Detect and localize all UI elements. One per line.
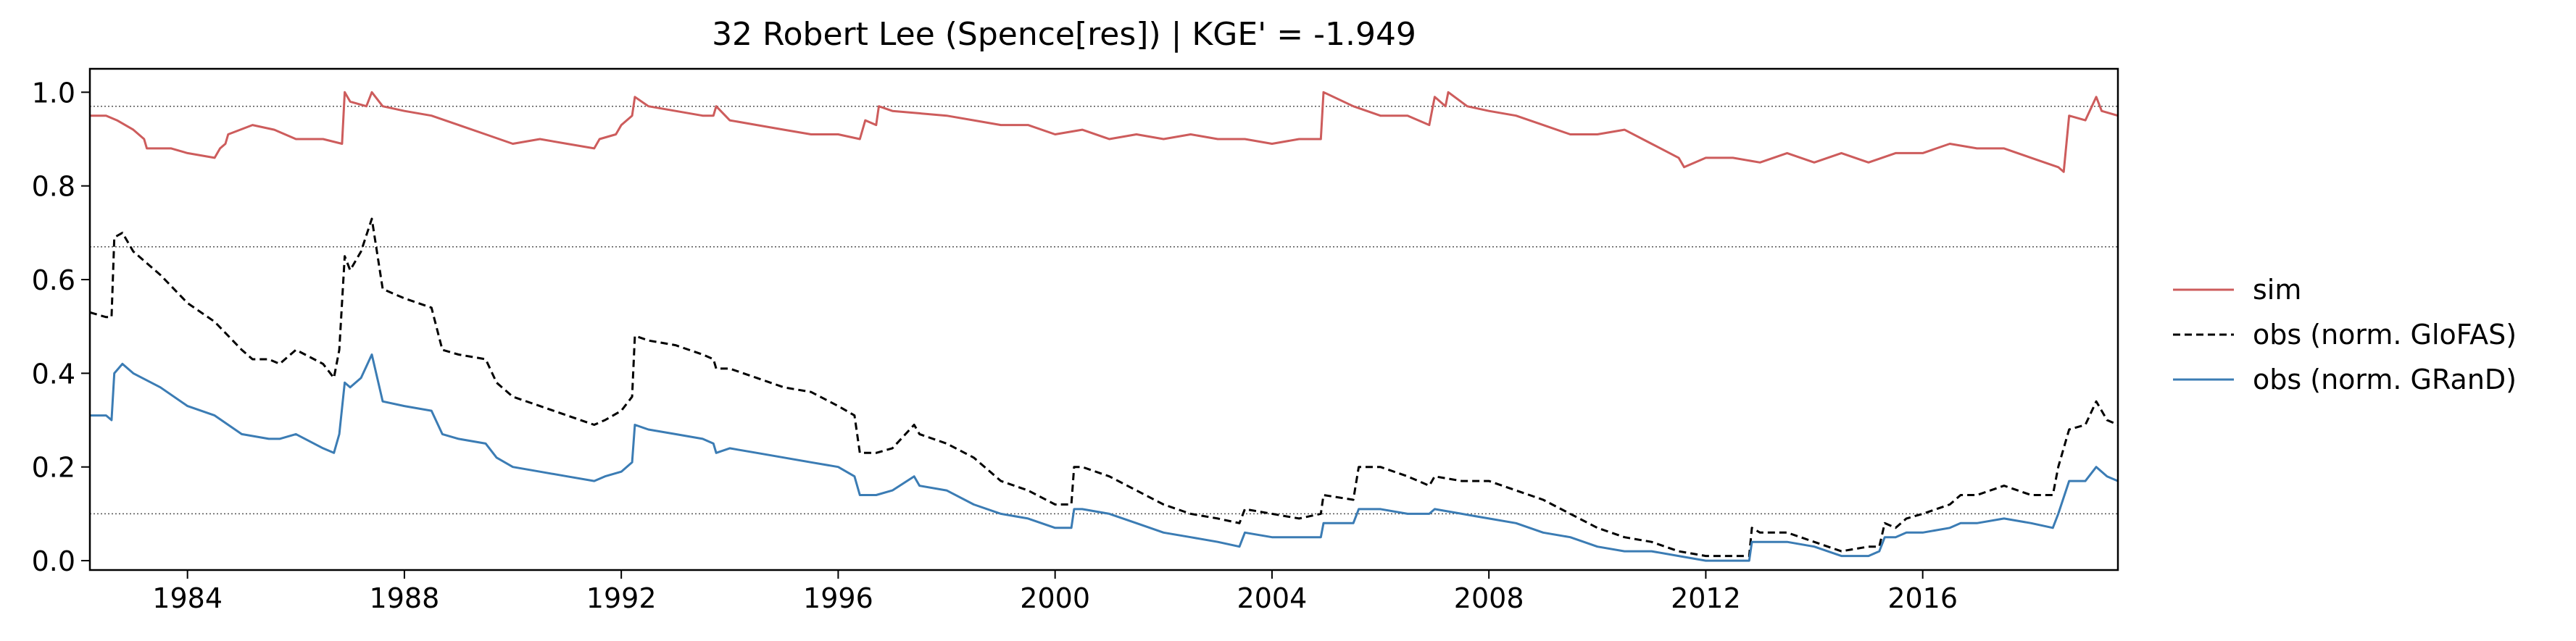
- legend-label-0: sim: [2253, 274, 2301, 306]
- x-axis: 1984 1988 1992 1996 2000 2004 2008 2012 2016: [152, 570, 1958, 614]
- y-tick-label: 0.6: [32, 264, 75, 296]
- x-tick-label: 2004: [1237, 582, 1308, 614]
- x-tick-label: 1992: [586, 582, 657, 614]
- x-tick-label: 2000: [1020, 582, 1090, 614]
- plot-area-frame: [88, 67, 2119, 571]
- series-line-0: [90, 91, 2119, 173]
- reference-lines: [90, 105, 2118, 515]
- y-tick-label: 0.8: [32, 171, 75, 203]
- legend-label-1: obs (norm. GloFAS): [2253, 319, 2517, 351]
- x-tick-label: 2016: [1887, 582, 1958, 614]
- y-tick-label: 0.4: [32, 358, 75, 390]
- y-axis: 0.0 0.2 0.4 0.6 0.8 1.0: [32, 77, 90, 577]
- x-tick-label: 2012: [1671, 582, 1741, 614]
- x-tick-label: 1984: [152, 582, 223, 614]
- y-tick-label: 1.0: [32, 77, 75, 109]
- series-line-1: [89, 217, 2119, 558]
- chart-title: 32 Robert Lee (Spence[res]) | KGE' = -1.…: [712, 16, 1416, 53]
- y-tick-label: 0.2: [32, 452, 75, 484]
- y-tick-label: 0.0: [32, 545, 75, 577]
- x-tick-label: 1996: [803, 582, 873, 614]
- plot-series: [89, 91, 2119, 562]
- legend: sim obs (norm. GloFAS) obs (norm. GRanD): [2173, 274, 2517, 395]
- x-tick-label: 1988: [370, 582, 440, 614]
- series-line-2: [90, 353, 2119, 562]
- x-tick-label: 2008: [1454, 582, 1524, 614]
- legend-label-2: obs (norm. GRanD): [2253, 364, 2517, 395]
